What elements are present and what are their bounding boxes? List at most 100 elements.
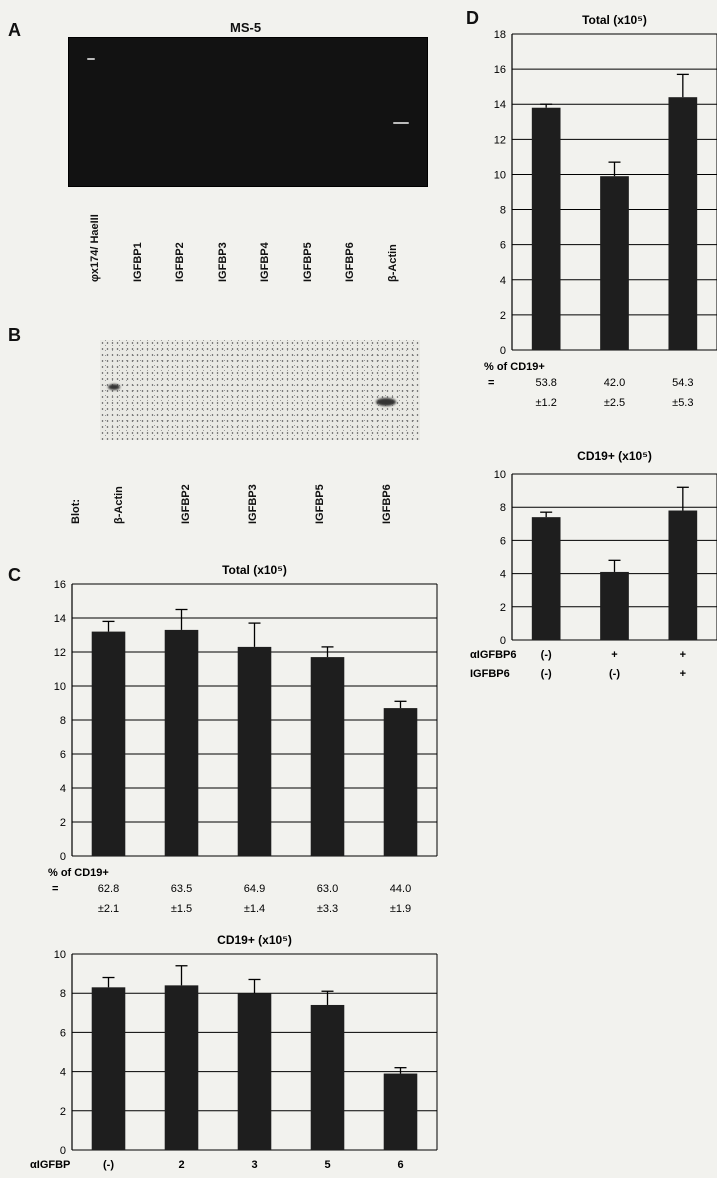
treatment-row-label: IGFBP6 <box>470 668 510 680</box>
treatment-value: (-) <box>541 668 552 680</box>
treatment-value: 5 <box>324 1159 330 1171</box>
treatment-value: (-) <box>609 668 620 680</box>
y-tick-label: 16 <box>54 579 66 591</box>
chart-c-total: Total (x10⁵) 0 2 4 6 8 10 12 14 16 % of CD19+ = 62.8… <box>48 563 438 915</box>
y-tick-label: 10 <box>494 169 506 181</box>
percent-value: 53.8 <box>535 377 556 389</box>
percent-error: ±1.4 <box>244 903 265 915</box>
percent-error: ±1.5 <box>171 903 192 915</box>
treatment-value: 6 <box>397 1159 403 1171</box>
bar <box>237 993 272 1150</box>
treatment-value: 2 <box>178 1159 184 1171</box>
y-tick-label: 10 <box>54 681 66 693</box>
y-tick-label: 14 <box>494 99 506 111</box>
bar <box>91 987 126 1150</box>
y-tick-label: 14 <box>54 613 66 625</box>
percent-error: ±2.1 <box>98 903 119 915</box>
treatment-row-label: αIGFBP <box>30 1159 70 1171</box>
treatment-value: + <box>611 649 617 661</box>
treatment-value: (-) <box>103 1159 114 1171</box>
bar <box>668 510 698 640</box>
percent-error: ±3.3 <box>317 903 338 915</box>
bar <box>383 708 418 856</box>
y-tick-label: 6 <box>500 240 506 252</box>
footer-prefix: = <box>488 377 494 389</box>
percent-error: ±1.9 <box>390 903 411 915</box>
y-tick-label: 12 <box>494 134 506 146</box>
bar <box>310 657 345 856</box>
chart-c-cd19: CD19+ (x10⁵) 0 2 4 6 8 10 αIGFBP (-) 2 3 5 6 <box>30 933 438 1171</box>
bar <box>531 107 561 350</box>
percent-value: 64.9 <box>244 883 265 895</box>
blot-lane-label: IGFBP6 <box>381 484 393 524</box>
y-tick-label: 8 <box>60 715 66 727</box>
bar <box>91 631 126 856</box>
y-tick-label: 0 <box>60 1145 66 1157</box>
y-tick-label: 18 <box>494 29 506 41</box>
y-tick-label: 6 <box>60 1027 66 1039</box>
panel-label-b: B <box>8 325 21 345</box>
y-tick-label: 4 <box>60 783 66 795</box>
bar <box>668 97 698 350</box>
gel-lane-label: β-Actin <box>386 244 399 282</box>
gel-lane-label: IGFBP1 <box>131 242 144 282</box>
y-tick-label: 2 <box>60 1106 66 1118</box>
chart-title: Total (x10⁵) <box>222 563 287 577</box>
panel-label-a: A <box>8 20 21 40</box>
chart-d-total: Total (x10⁵) 0 2 4 6 8 10 12 14 16 18 % of CD19+ = 53… <box>484 13 717 409</box>
y-tick-label: 6 <box>500 535 506 547</box>
y-tick-label: 8 <box>60 988 66 1000</box>
percent-value: 44.0 <box>390 883 411 895</box>
blot-lane-label: IGFBP3 <box>247 484 259 524</box>
gel-band <box>393 122 409 124</box>
percent-error: ±1.2 <box>535 397 556 409</box>
blot-lane-label: IGFBP5 <box>314 484 326 524</box>
gel-title: MS-5 <box>230 20 262 35</box>
bar <box>164 629 199 856</box>
y-tick-label: 2 <box>60 817 66 829</box>
y-tick-label: 2 <box>500 310 506 322</box>
blot-prefix-label: Blot: <box>70 498 82 524</box>
blot-band <box>108 384 120 390</box>
gel-lane-label: IGFBP3 <box>216 242 229 282</box>
y-tick-label: 10 <box>494 469 506 481</box>
bar <box>531 517 561 640</box>
bar <box>237 646 272 856</box>
chart-title: Total (x10⁵) <box>582 13 647 27</box>
y-tick-label: 16 <box>494 64 506 76</box>
western-blot-image <box>100 340 420 440</box>
treatment-value: + <box>680 668 686 680</box>
treatment-value: 3 <box>251 1159 257 1171</box>
gel-lane-label: IGFBP6 <box>344 242 356 282</box>
blot-band <box>376 398 396 406</box>
gel-lane-label: IGFBP5 <box>301 242 314 282</box>
y-tick-label: 0 <box>60 851 66 863</box>
y-tick-label: 0 <box>500 345 506 357</box>
footer-label: % of CD19+ <box>48 867 109 879</box>
chart-title: CD19+ (x10⁵) <box>217 933 292 947</box>
y-tick-label: 4 <box>500 275 506 287</box>
percent-value: 42.0 <box>604 377 625 389</box>
y-tick-label: 12 <box>54 647 66 659</box>
y-tick-label: 0 <box>500 635 506 647</box>
blot-lane-label: IGFBP2 <box>180 484 192 524</box>
y-tick-label: 10 <box>54 949 66 961</box>
panel-label-d: D <box>466 8 479 28</box>
treatment-row-label: αIGFBP6 <box>470 649 517 661</box>
percent-error: ±2.5 <box>604 397 625 409</box>
y-tick-label: 8 <box>500 502 506 514</box>
percent-value: 54.3 <box>672 377 693 389</box>
percent-value: 62.8 <box>98 883 119 895</box>
y-tick-label: 2 <box>500 602 506 614</box>
chart-title: CD19+ (x10⁵) <box>577 449 652 463</box>
treatment-value: + <box>680 649 686 661</box>
y-tick-label: 8 <box>500 205 506 217</box>
blot-lane-label: β-Actin <box>113 486 125 524</box>
bar <box>383 1073 418 1150</box>
percent-value: 63.0 <box>317 883 338 895</box>
gel-lane-label: IGFBP2 <box>174 242 186 282</box>
gel-band <box>87 58 95 60</box>
bar <box>310 1004 345 1150</box>
percent-value: 63.5 <box>171 883 192 895</box>
footer-prefix: = <box>52 883 58 895</box>
